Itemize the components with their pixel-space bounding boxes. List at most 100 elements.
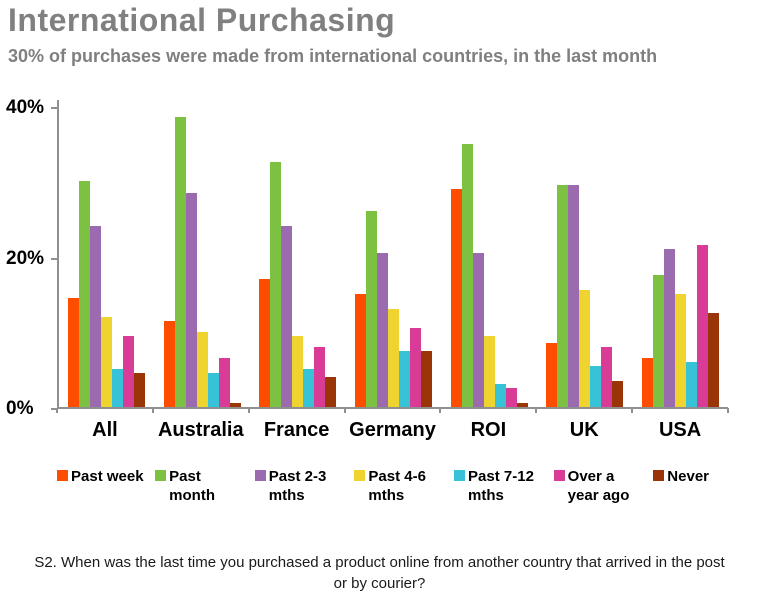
bar-past-2-3-mths-france — [281, 226, 293, 407]
x-label-france: France — [263, 419, 330, 441]
footer-question-text: S2. When was the last time you purchased… — [34, 554, 725, 592]
bar-group-germany — [346, 100, 442, 407]
legend-label-past-week: Past week — [71, 468, 144, 485]
legend-item-past-2-3-mths: Past 2-3 mths — [254, 467, 343, 505]
bar-group-all — [59, 100, 155, 407]
legend-item-past-4-6-mths: Past 4-6 mths — [354, 467, 442, 505]
chart-subtitle: 30% of purchases were made from internat… — [8, 46, 658, 66]
y-tick-mark-0 — [51, 408, 58, 410]
legend-swatch-icon — [57, 470, 68, 481]
x-tick-mark-7 — [727, 408, 729, 413]
x-axis-labels: All Australia France Germany ROI UK USA — [57, 419, 728, 442]
legend-swatch-icon — [254, 470, 266, 481]
x-tick-mark-0 — [56, 408, 58, 413]
y-tick-label-0: 0% — [6, 398, 34, 419]
bar-past-month-uk — [557, 185, 569, 407]
y-tick-label-40: 40% — [6, 97, 45, 118]
y-tick-mark-20 — [51, 257, 58, 260]
x-tick-mark-2 — [247, 408, 250, 413]
bar-past-month-australia — [174, 117, 186, 407]
bar-over-a-year-ago-uk — [601, 346, 613, 407]
bar-past-7-12-mths-germany — [399, 350, 411, 407]
bar-over-a-year-ago-france — [314, 346, 326, 407]
legend-swatch-icon — [653, 470, 665, 481]
x-tick-mark-3 — [343, 408, 346, 413]
chart-title: International Purchasing — [8, 2, 396, 38]
bar-past-2-3-mths-roi — [472, 252, 484, 407]
bar-past-month-all — [79, 181, 91, 407]
bar-past-4-6-mths-australia — [196, 331, 208, 407]
legend-label-past-7-12-mths: Past 7-12 mths — [468, 468, 534, 504]
bar-past-4-6-mths-roi — [483, 335, 495, 407]
bar-never-all — [134, 373, 146, 407]
bar-past-2-3-mths-all — [90, 226, 102, 407]
x-label-usa: USA — [658, 419, 702, 441]
bar-past-2-3-mths-uk — [568, 185, 580, 407]
bar-past-month-germany — [366, 211, 378, 407]
plot-area — [57, 100, 728, 409]
bar-past-week-roi — [450, 188, 462, 407]
legend-swatch-icon — [155, 470, 167, 481]
legend-item-past-week: Past week — [57, 467, 144, 505]
bar-past-month-roi — [461, 143, 473, 407]
bar-past-week-germany — [355, 294, 367, 407]
bar-over-a-year-ago-usa — [696, 245, 708, 407]
legend-swatch-icon — [454, 470, 466, 481]
legend-label-over-a-year-ago: Over a year ago — [567, 468, 630, 504]
bar-group-uk — [537, 100, 633, 407]
legend: Past week Past month Past 2-3 mths Past 4-6… — [57, 467, 709, 505]
y-tick-label-20: 20% — [6, 247, 45, 269]
bar-group-australia — [155, 100, 251, 407]
bar-past-4-6-mths-usa — [674, 294, 686, 407]
bar-past-month-usa — [652, 275, 664, 407]
bar-past-7-12-mths-uk — [590, 365, 602, 407]
bar-past-week-australia — [163, 320, 175, 407]
bar-over-a-year-ago-germany — [410, 328, 422, 407]
x-label-australia: Australia — [157, 419, 244, 441]
bar-past-4-6-mths-all — [101, 316, 113, 407]
bar-past-2-3-mths-australia — [185, 192, 197, 407]
bar-over-a-year-ago-roi — [505, 388, 517, 407]
x-tick-mark-4 — [439, 408, 442, 413]
legend-item-past-month: Past month — [155, 467, 243, 505]
bar-over-a-year-ago-australia — [218, 358, 230, 407]
x-label-all: All — [92, 419, 118, 441]
bar-never-germany — [421, 350, 433, 407]
bar-past-7-12-mths-all — [112, 369, 124, 407]
bar-past-7-12-mths-usa — [685, 361, 697, 407]
bar-never-uk — [612, 380, 624, 407]
bar-never-australia — [229, 403, 241, 407]
bar-group-usa — [632, 100, 728, 407]
legend-label-past-4-6-mths: Past 4-6 mths — [368, 468, 426, 504]
bar-past-week-usa — [641, 358, 653, 407]
x-tick-mark-5 — [535, 408, 538, 413]
bar-over-a-year-ago-all — [123, 335, 135, 407]
legend-label-past-month: Past month — [169, 468, 215, 504]
x-label-uk: UK — [569, 419, 599, 441]
x-tick-mark-6 — [631, 408, 634, 413]
x-tick-mark-1 — [151, 408, 154, 413]
bar-past-4-6-mths-uk — [579, 290, 591, 407]
legend-item-past-7-12-mths: Past 7-12 mths — [454, 467, 542, 505]
bar-past-7-12-mths-australia — [207, 373, 219, 407]
bar-past-2-3-mths-germany — [377, 252, 389, 407]
legend-swatch-icon — [354, 470, 366, 481]
bar-past-week-all — [68, 297, 80, 407]
bar-never-roi — [516, 403, 528, 407]
bar-past-4-6-mths-germany — [388, 309, 400, 407]
bar-past-7-12-mths-france — [303, 369, 315, 407]
bar-past-4-6-mths-france — [292, 335, 304, 407]
bar-group-roi — [441, 100, 537, 407]
legend-item-over-a-year-ago: Over a year ago — [553, 467, 642, 505]
legend-item-never: Never — [653, 467, 709, 505]
x-label-germany: Germany — [349, 419, 436, 441]
x-label-roi: ROI — [470, 419, 507, 441]
bar-never-france — [325, 376, 337, 407]
footer-question: S2. When was the last time you purchased… — [0, 552, 759, 594]
bar-past-week-uk — [546, 343, 558, 407]
y-tick-mark-40 — [51, 107, 58, 109]
legend-label-never: Never — [667, 468, 709, 485]
bar-past-2-3-mths-usa — [663, 249, 675, 407]
legend-swatch-icon — [553, 470, 565, 481]
